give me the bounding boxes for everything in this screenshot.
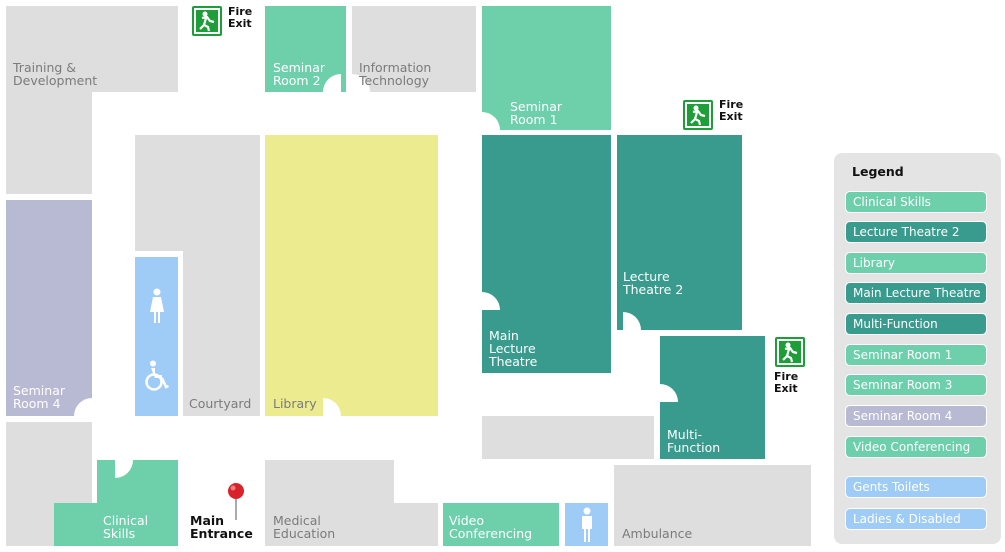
legend-item[interactable]: Seminar Room 4 <box>845 405 987 427</box>
room-label-ambulance: Ambulance <box>622 526 693 541</box>
legend-item[interactable]: Library <box>845 252 987 274</box>
courtyard-lower <box>183 251 260 416</box>
legend-item[interactable]: Video Conferencing <box>845 436 987 458</box>
fire-exit-label: Fire Exit <box>228 5 253 30</box>
legend-item[interactable]: Multi-Function <box>845 313 987 335</box>
room-label-library: Library <box>273 396 317 411</box>
door <box>323 74 341 92</box>
room-label-multi-function: Multi- Function <box>667 427 721 455</box>
room-label-courtyard: Courtyard <box>189 396 252 411</box>
fire-exit-icon <box>192 6 222 36</box>
courtyard[interactable] <box>135 135 260 251</box>
legend-item[interactable]: Main Lecture Theatre <box>845 282 987 304</box>
legend-facility-item[interactable]: Gents Toilets <box>845 476 987 498</box>
room-medical-education[interactable] <box>265 460 394 546</box>
legend-item[interactable]: Clinical Skills <box>845 191 987 213</box>
map-legend: Legend Clinical Skills Lecture Theatre 2 L… <box>834 153 1001 544</box>
location-pin-icon[interactable] <box>226 482 246 522</box>
door <box>74 398 92 416</box>
room-label-information-technology: Information Technology <box>359 60 432 88</box>
room-main-lecture-theatre[interactable] <box>482 135 611 373</box>
legend-title: Legend <box>852 164 904 179</box>
room-clinical-skills[interactable] <box>97 460 178 546</box>
room-seminar-room-4[interactable] <box>6 200 92 416</box>
fire-exit-icon <box>683 100 713 130</box>
legend-item[interactable]: Seminar Room 3 <box>845 374 987 396</box>
room-label-seminar-room-4: Seminar Room 4 <box>13 383 65 411</box>
room-label-seminar-room-1: Seminar Room 1 <box>510 99 562 127</box>
room-unlabeled[interactable] <box>482 416 654 459</box>
room-lecture-theatre-2[interactable] <box>617 135 742 330</box>
room-label-video-conferencing: Video Conferencing <box>449 513 533 541</box>
legend-item[interactable]: Seminar Room 1 <box>845 344 987 366</box>
fire-exit-icon <box>775 337 805 367</box>
fire-exit-label: Fire Exit <box>719 98 744 123</box>
main-entrance-label: Main Entrance <box>190 513 253 541</box>
room-label-lecture-theatre-2: Lecture Theatre 2 <box>623 269 684 297</box>
wheelchair-icon <box>145 360 169 391</box>
male-toilet-icon <box>582 507 592 542</box>
room-video-conferencing[interactable] <box>443 503 559 546</box>
legend-facility-item[interactable]: Ladies & Disabled <box>845 508 987 530</box>
legend-item[interactable]: Lecture Theatre 2 <box>845 221 987 243</box>
room-clinical-skills-wing <box>54 503 97 546</box>
room-label-main-lecture-theatre: Main Lecture Theatre <box>489 328 538 369</box>
ambulance-bay[interactable] <box>614 465 811 546</box>
room-training-development[interactable] <box>6 6 178 92</box>
room-information-technology[interactable] <box>352 6 476 92</box>
room-library[interactable] <box>265 135 438 416</box>
fire-exit-label: Fire Exit <box>774 370 799 395</box>
room-seminar-room-1[interactable] <box>482 6 611 130</box>
room-label-training-development: Training & Development <box>13 60 98 88</box>
room-label-seminar-room-2: Seminar Room 2 <box>273 60 325 88</box>
room-label-clinical-skills: Clinical Skills <box>103 513 149 541</box>
ladies-disabled-toilets[interactable] <box>135 257 178 416</box>
room-training-development-wing <box>6 92 92 194</box>
room-medical-education-wing <box>394 503 438 546</box>
room-label-medical-education: Medical Education <box>273 513 336 541</box>
female-toilet-icon <box>150 288 164 323</box>
